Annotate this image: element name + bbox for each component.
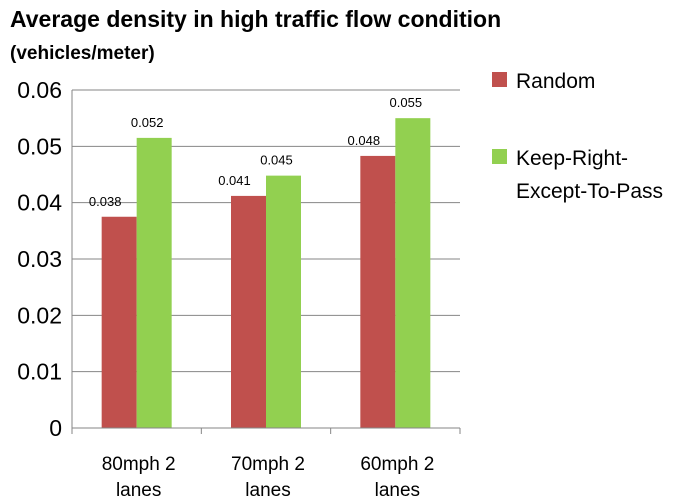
data-label: 0.045 bbox=[260, 153, 293, 168]
y-tick-label: 0 bbox=[49, 415, 62, 441]
data-label: 0.052 bbox=[131, 115, 164, 130]
y-tick-label: 0.04 bbox=[17, 190, 62, 216]
bar-random bbox=[101, 216, 137, 428]
y-tick-label: 0.06 bbox=[17, 77, 62, 103]
chart-title: Average density in high traffic flow con… bbox=[10, 6, 502, 32]
legend: Random Keep-Right- Except-To-Pass bbox=[492, 70, 663, 203]
bar-keep-right bbox=[395, 118, 431, 429]
x-tick-label: lanes bbox=[375, 480, 420, 501]
legend-label: Keep-Right- bbox=[516, 147, 628, 170]
y-tick-labels: 0 0.01 0.02 0.03 0.04 0.05 0.06 bbox=[17, 77, 62, 441]
data-label: 0.048 bbox=[348, 133, 381, 148]
y-tick-label: 0.03 bbox=[17, 246, 62, 272]
bar-keep-right bbox=[136, 137, 172, 428]
x-tick-label: lanes bbox=[245, 480, 290, 501]
legend-label: Random bbox=[516, 70, 595, 93]
bar-random bbox=[231, 195, 266, 428]
y-tick-label: 0.01 bbox=[17, 359, 62, 385]
x-tick-label: 80mph 2 bbox=[102, 454, 176, 475]
data-labels: 0.038 0.041 0.048 0.052 0.045 0.055 bbox=[89, 95, 422, 209]
chart-subtitle: (vehicles/meter) bbox=[10, 43, 155, 64]
x-tick-labels: 80mph 2 lanes 70mph 2 lanes 60mph 2 lanes bbox=[102, 454, 435, 501]
legend-swatch bbox=[492, 72, 507, 87]
legend-swatch bbox=[492, 149, 507, 164]
y-tick-label: 0.02 bbox=[17, 302, 62, 328]
y-tick-label: 0.05 bbox=[17, 133, 62, 159]
data-label: 0.041 bbox=[218, 173, 251, 188]
x-tick-label: 70mph 2 bbox=[231, 454, 305, 475]
x-tick-label: 60mph 2 bbox=[360, 454, 434, 475]
data-label: 0.055 bbox=[390, 95, 423, 110]
bars bbox=[101, 118, 431, 429]
bar-random bbox=[360, 155, 396, 428]
x-axis bbox=[71, 427, 461, 434]
x-tick-label: lanes bbox=[116, 480, 161, 501]
legend-label: Except-To-Pass bbox=[516, 180, 663, 203]
bar-keep-right bbox=[266, 175, 301, 428]
data-label: 0.038 bbox=[89, 194, 122, 209]
